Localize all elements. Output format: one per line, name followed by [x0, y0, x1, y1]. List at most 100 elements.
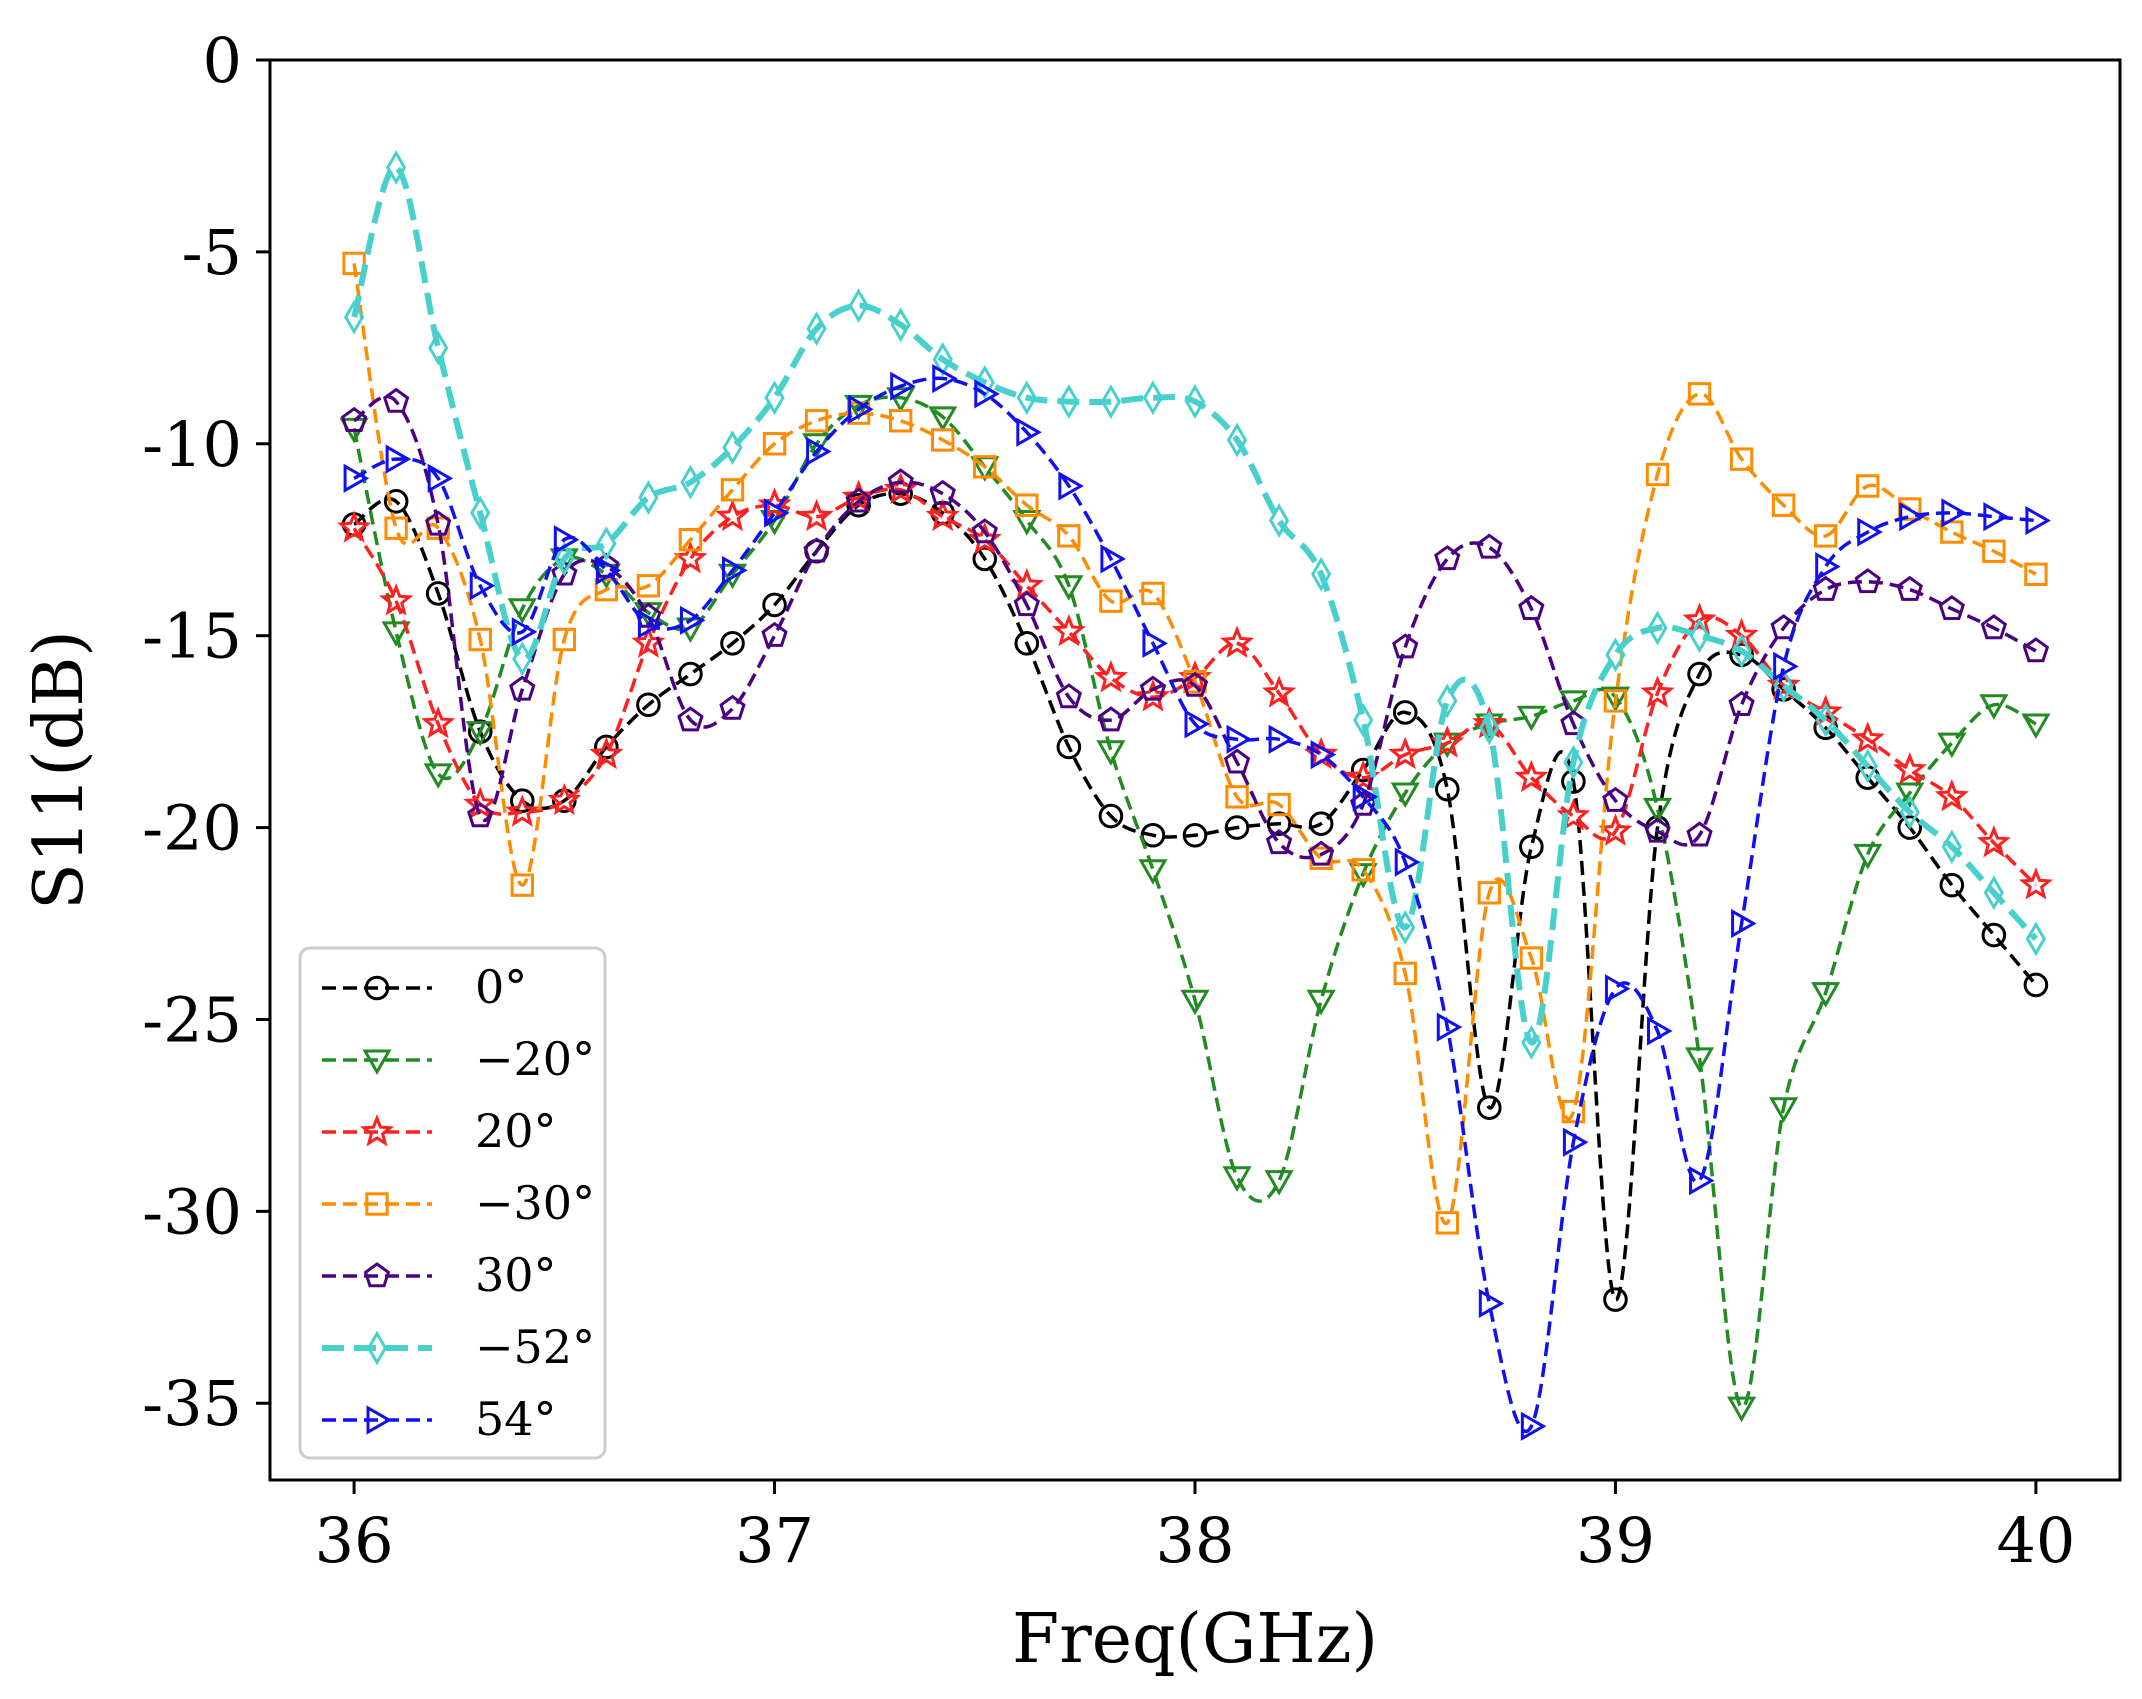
data-point — [1226, 422, 1248, 458]
data-point — [1983, 875, 2005, 911]
data-point — [1434, 545, 1461, 571]
data-point — [848, 288, 869, 323]
legend-item: 30° — [322, 1248, 557, 1302]
data-point — [2023, 972, 2049, 998]
data-point — [764, 498, 790, 528]
series-5 — [343, 150, 2047, 1060]
data-point — [1689, 1166, 1715, 1196]
data-point — [1268, 724, 1295, 754]
data-point — [1897, 815, 1923, 840]
data-point — [425, 510, 452, 536]
data-point — [673, 541, 708, 574]
data-point — [1180, 989, 1210, 1016]
data-point — [423, 763, 453, 789]
data-point — [385, 150, 407, 185]
data-point — [1265, 829, 1293, 855]
legend-item: 20° — [322, 1104, 557, 1158]
data-point — [512, 641, 533, 677]
data-point — [1306, 989, 1336, 1016]
data-point — [1813, 524, 1838, 548]
legend-item: 0° — [322, 960, 527, 1014]
data-point — [1308, 811, 1334, 837]
data-point — [1771, 493, 1796, 517]
x-tick-label: 39 — [1576, 1504, 1655, 1577]
data-point — [1352, 782, 1379, 812]
data-point — [1519, 946, 1544, 970]
data-point — [1724, 617, 1759, 651]
data-point — [1100, 384, 1122, 419]
data-point — [1437, 683, 1458, 719]
legend-marker — [364, 975, 390, 1001]
data-point — [505, 794, 540, 827]
y-tick-label: -30 — [142, 1175, 242, 1248]
data-point — [1815, 552, 1841, 582]
data-point — [1220, 625, 1255, 658]
data-point — [1640, 675, 1675, 708]
data-point — [677, 706, 704, 732]
data-point — [1853, 843, 1883, 870]
data-point — [1687, 382, 1712, 406]
data-point — [722, 430, 743, 465]
data-point — [1393, 961, 1417, 986]
data-point — [1854, 568, 1881, 594]
legend-marker — [366, 1405, 393, 1435]
data-point — [469, 571, 496, 601]
data-point — [1390, 782, 1420, 809]
data-point — [1476, 533, 1503, 559]
data-point — [507, 598, 537, 624]
data-point — [1226, 724, 1253, 754]
data-point — [470, 495, 491, 531]
data-point — [596, 526, 617, 561]
data-point — [1603, 689, 1628, 713]
data-point — [680, 464, 701, 500]
series-layer — [337, 150, 2053, 1441]
data-point — [1222, 1166, 1252, 1192]
data-point — [1687, 661, 1712, 687]
data-point — [886, 387, 916, 413]
data-point — [589, 736, 624, 770]
data-point — [1097, 706, 1125, 732]
data-point — [1264, 1170, 1294, 1196]
data-point — [1098, 803, 1124, 829]
y-tick-label: -20 — [142, 792, 242, 865]
data-point — [1850, 721, 1885, 754]
data-point — [594, 577, 619, 602]
data-point — [925, 498, 960, 532]
data-point — [1395, 909, 1416, 945]
data-point — [1979, 694, 2009, 720]
data-point — [1983, 502, 2009, 532]
data-point — [1225, 785, 1249, 809]
data-point — [511, 617, 538, 647]
data-point — [1521, 1025, 1542, 1060]
series-line — [352, 395, 2037, 1409]
data-point — [1307, 840, 1335, 866]
data-point — [1434, 776, 1460, 802]
data-point — [1141, 581, 1165, 606]
legend-item: −30° — [322, 1176, 595, 1230]
data-point — [1351, 858, 1375, 882]
data-point — [337, 510, 372, 543]
data-point — [1899, 502, 1925, 532]
data-point — [803, 537, 830, 563]
data-point — [931, 428, 955, 452]
data-point — [799, 498, 834, 532]
data-point — [1181, 671, 1209, 697]
data-point — [1895, 782, 1925, 809]
data-point — [1603, 1287, 1628, 1312]
data-point — [554, 541, 575, 577]
legend-label: −20° — [475, 1032, 595, 1086]
data-point — [1100, 544, 1126, 574]
data-point — [1479, 710, 1500, 746]
data-point — [638, 480, 659, 515]
data-point — [1602, 786, 1629, 812]
data-point — [1605, 637, 1626, 673]
data-point — [1348, 863, 1378, 889]
series-line — [351, 164, 2039, 1046]
data-point — [806, 436, 832, 467]
data-point — [1938, 594, 1965, 621]
data-point — [1477, 881, 1502, 905]
data-point — [1016, 380, 1037, 416]
series-line — [353, 376, 2037, 1434]
data-point — [1728, 690, 1755, 716]
